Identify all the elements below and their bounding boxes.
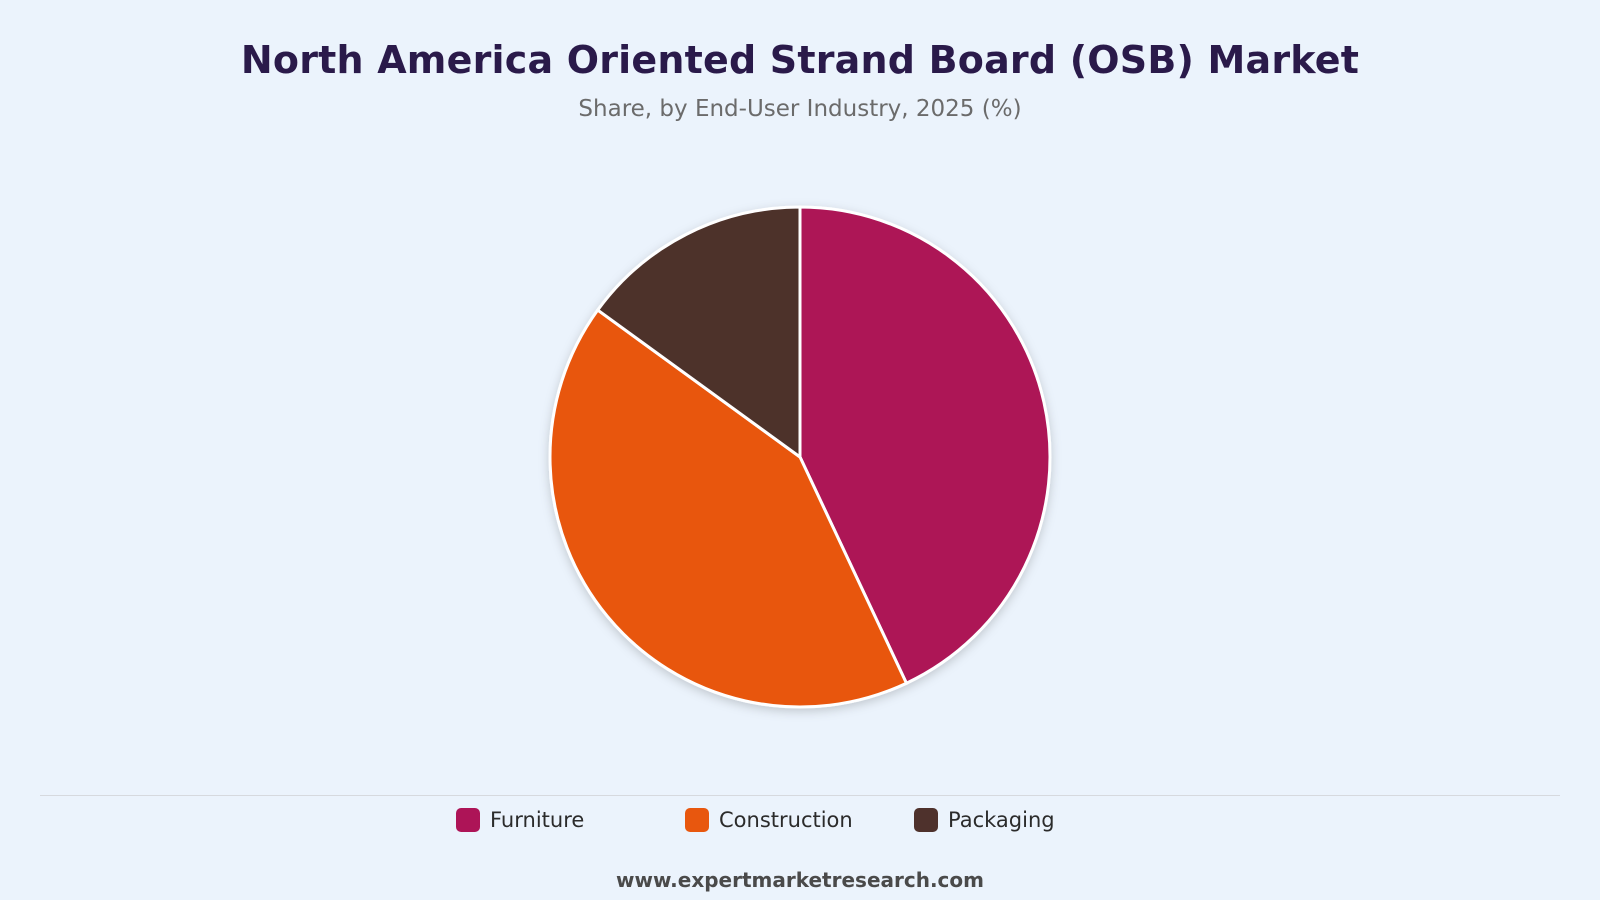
pie-chart <box>548 205 1052 709</box>
legend-label-packaging: Packaging <box>948 808 1055 832</box>
legend-swatch-furniture <box>456 808 480 832</box>
legend-item-construction[interactable]: Construction <box>685 806 853 834</box>
source-url: www.expertmarketresearch.com <box>616 868 984 892</box>
pie-slice-construction[interactable] <box>548 308 908 709</box>
legend-swatch-construction <box>685 808 709 832</box>
pie-slice-packaging[interactable] <box>596 205 802 459</box>
pie-slice-furniture[interactable] <box>798 205 1052 685</box>
legend-item-packaging[interactable]: Packaging <box>914 806 1055 834</box>
chart-subtitle: Share, by End-User Industry, 2025 (%) <box>578 96 1022 122</box>
legend-item-furniture[interactable]: Furniture <box>456 806 584 834</box>
legend-label-furniture: Furniture <box>490 808 585 832</box>
chart-title: North America Oriented Strand Board (OSB… <box>240 38 1360 82</box>
legend-divider <box>40 795 1560 796</box>
legend: Furniture Construction Packaging <box>0 806 1600 836</box>
legend-label-construction: Construction <box>719 808 853 832</box>
legend-swatch-packaging <box>914 808 938 832</box>
